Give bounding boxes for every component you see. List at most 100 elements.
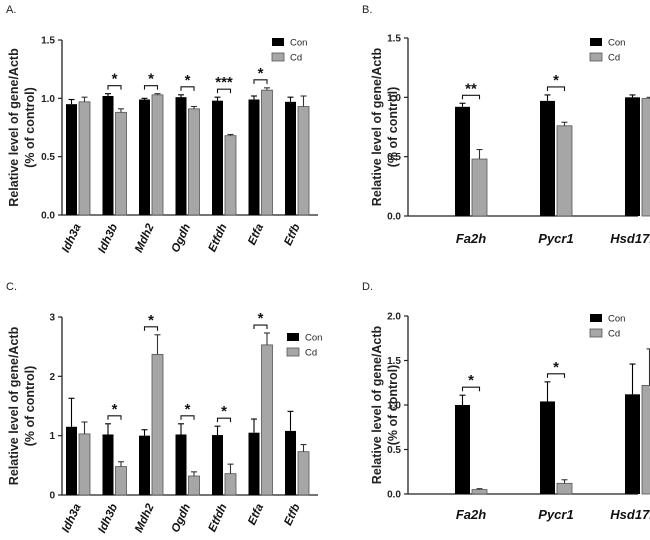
legend: Con Cd <box>286 333 322 359</box>
y-tick-label: 0.5 <box>387 445 401 456</box>
significance-marker: * <box>148 71 154 88</box>
y-tick-label: 1.5 <box>41 36 55 47</box>
bar-cd <box>188 475 200 496</box>
y-tick-label: 1 <box>49 431 55 442</box>
panel-label: C. <box>6 281 17 293</box>
bar-con <box>175 97 187 215</box>
bar-con <box>102 96 114 215</box>
significance-marker: * <box>553 359 559 376</box>
bar-cd <box>78 433 91 496</box>
legend-swatch-cd <box>589 328 603 338</box>
bar-cd <box>151 353 164 496</box>
legend-swatch-cd <box>271 52 285 62</box>
significance-marker: * <box>185 72 191 89</box>
bar-cd <box>224 473 237 496</box>
bar-cd <box>297 106 310 216</box>
bar-cd <box>641 98 650 217</box>
y-tick-label: 1.0 <box>387 401 401 412</box>
bar-con <box>540 100 555 216</box>
bar-con <box>248 99 260 215</box>
bar-cd <box>471 158 488 217</box>
x-tick-label: Ogdh <box>170 222 194 254</box>
significance-marker: * <box>148 312 154 329</box>
y-axis-title: Relative level of gene/Actb <box>7 48 21 207</box>
significance-marker: * <box>185 401 191 418</box>
significance-bracket <box>216 88 232 94</box>
significance-bracket <box>461 386 481 392</box>
legend-swatch-con <box>287 333 299 341</box>
legend-label-con: Con <box>608 314 625 325</box>
y-tick-label: 2.0 <box>387 312 401 323</box>
y-axis-title: Relative level of gene/Actb <box>7 326 21 485</box>
x-tick-label: Fa2h <box>456 507 486 522</box>
y-tick-label: 2 <box>49 372 55 383</box>
legend-label-con: Con <box>290 38 307 49</box>
bar-con <box>66 426 77 495</box>
x-tick-label: Fa2h <box>456 231 486 246</box>
significance-bracket <box>180 86 195 91</box>
significance-bracket <box>461 94 481 100</box>
y-tick-label: 0 <box>49 491 55 502</box>
chart-panel-c: C. Relative level of gene/Actb (% of contr… <box>6 281 322 535</box>
significance-marker: * <box>468 372 474 389</box>
x-tick-label: Etfdh <box>206 502 229 534</box>
bar-con <box>248 432 260 495</box>
y-axis-title-unit: (% of control) <box>23 366 37 447</box>
x-tick-label: Etfb <box>282 222 302 247</box>
x-tick-label: Mdh2 <box>133 502 157 535</box>
bar-con <box>139 435 150 495</box>
chart-panel-b: B. Relative level of gene/Actb (% of contr… <box>362 4 650 246</box>
significance-bracket <box>107 85 122 90</box>
legend-swatch-con <box>590 314 602 322</box>
legend-swatch-con <box>272 38 284 46</box>
panel-label: B. <box>362 4 372 16</box>
bar-cd <box>471 489 488 495</box>
bar-cd <box>151 94 164 216</box>
x-tick-label: Hsd17b10 <box>610 231 650 246</box>
bar-cd <box>641 385 650 495</box>
bar-cd <box>115 111 127 216</box>
legend: Con Cd <box>271 38 307 64</box>
bar-con <box>540 401 555 494</box>
x-tick-label: Idh3a <box>60 222 84 255</box>
significance-bracket <box>546 373 566 378</box>
bar-con <box>139 99 150 215</box>
bar-cd <box>556 482 573 495</box>
significance-bracket <box>143 85 159 90</box>
legend-label-con: Con <box>608 38 625 49</box>
y-tick-label: 1.5 <box>387 356 401 367</box>
bar-cd <box>224 135 237 216</box>
significance-bracket <box>107 415 122 420</box>
y-tick-label: 1.0 <box>387 93 401 104</box>
significance-bracket <box>143 326 159 331</box>
significance-bracket <box>253 79 268 84</box>
bar-con <box>285 430 296 495</box>
legend-swatch-cd <box>589 52 603 62</box>
x-tick-label: Hsd17b10 <box>610 507 650 522</box>
x-tick-label: Idh3b <box>96 502 120 535</box>
significance-marker: * <box>112 401 118 418</box>
x-tick-label: Idh3a <box>60 502 84 535</box>
significance-marker: * <box>258 65 264 82</box>
legend-swatch-con <box>590 38 602 46</box>
legend-label-cd: Cd <box>608 53 620 64</box>
bar-cd <box>556 125 573 217</box>
y-tick-label: 3 <box>49 313 55 324</box>
bar-con <box>285 101 296 215</box>
legend-swatch-cd <box>286 347 300 357</box>
y-axis-title: Relative level of gene/Actb <box>370 47 384 206</box>
y-tick-label: 0.5 <box>387 152 401 163</box>
bar-con <box>455 106 470 216</box>
y-tick-label: 0.0 <box>387 212 401 223</box>
x-tick-label: Ogdh <box>170 502 194 534</box>
legend-label-con: Con <box>305 333 322 344</box>
y-axis-title-unit: (% of control) <box>386 365 400 446</box>
x-tick-label: Pycr1 <box>538 507 573 522</box>
bar-con <box>625 97 640 216</box>
y-tick-label: 0.0 <box>41 211 55 222</box>
x-tick-label: Pycr1 <box>538 231 573 246</box>
bar-cd <box>78 101 91 216</box>
x-tick-label: Mdh2 <box>133 222 157 255</box>
bar-con <box>625 394 640 494</box>
